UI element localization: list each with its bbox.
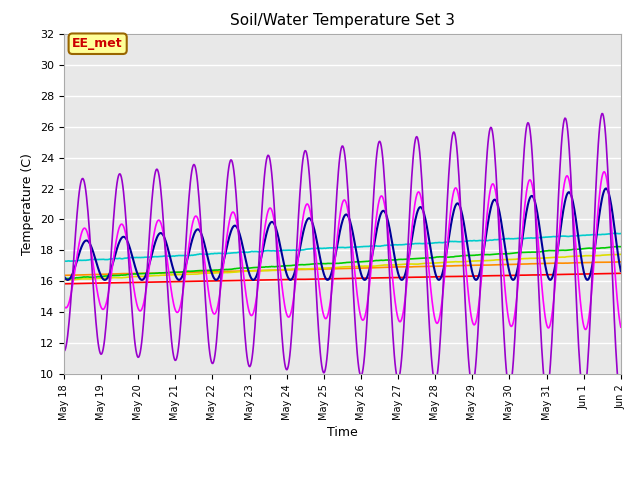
Y-axis label: Temperature (C): Temperature (C) bbox=[22, 153, 35, 255]
X-axis label: Time: Time bbox=[327, 426, 358, 439]
Legend: -16cm, -8cm, -2cm, +2cm, +8cm, +16cm, +32cm, +64cm: -16cm, -8cm, -2cm, +2cm, +8cm, +16cm, +3… bbox=[124, 478, 561, 480]
Text: EE_met: EE_met bbox=[72, 37, 123, 50]
Title: Soil/Water Temperature Set 3: Soil/Water Temperature Set 3 bbox=[230, 13, 455, 28]
